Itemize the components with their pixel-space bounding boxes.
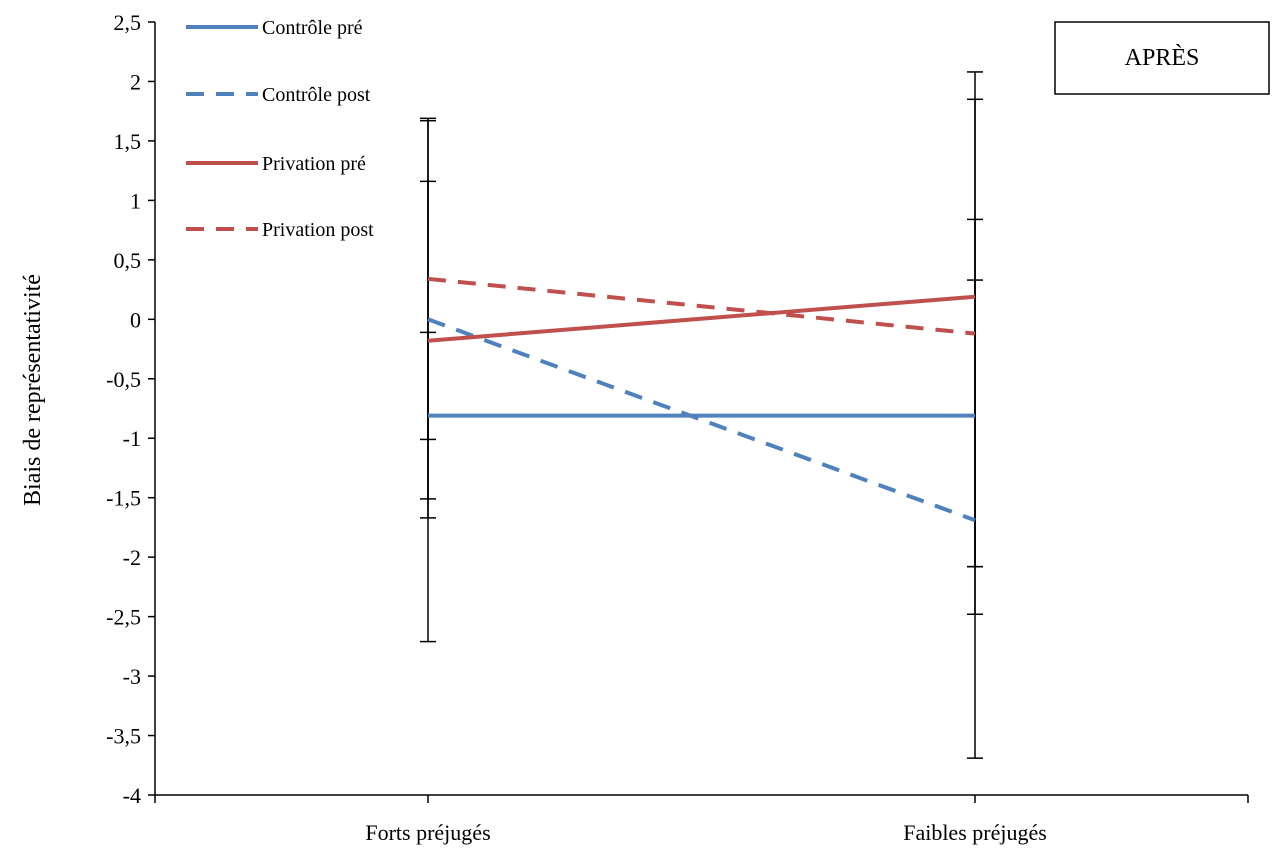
- y-tick-label: -2,5: [106, 605, 141, 630]
- annotation-box: APRÈS: [1054, 21, 1270, 95]
- legend-label: Contrôle pré: [262, 17, 363, 39]
- series-lines: [427, 276, 976, 523]
- y-tick-label: 1,5: [114, 129, 142, 154]
- y-tick-label: -1: [123, 426, 141, 451]
- series-line-4: [427, 276, 976, 336]
- x-tick-label: Faibles préjugés: [903, 820, 1047, 845]
- legend-label: Contrôle post: [262, 84, 371, 106]
- y-tick-label: -1,5: [106, 486, 141, 511]
- y-tick-label: 1: [130, 188, 141, 213]
- y-tick-label: 2,5: [114, 10, 142, 35]
- y-tick-label: 0,5: [114, 248, 142, 273]
- legend-label: Privation post: [262, 219, 374, 241]
- legend: Contrôle pré Contrôle post Privation pré Pr…: [186, 17, 374, 241]
- legend-label: Privation pré: [262, 153, 366, 175]
- y-tick-label: -3,5: [106, 724, 141, 749]
- y-tick-label: 0: [130, 307, 141, 332]
- y-axis-title: Biais de représentativité: [20, 274, 46, 506]
- y-tick-label: -2: [123, 545, 141, 570]
- series-line-2: [427, 317, 976, 523]
- y-tick-label: 2: [130, 69, 141, 94]
- x-tick-label: Forts préjugés: [365, 820, 490, 845]
- axes: 2,5 2 1,5 1 0,5 0 -0,5 -1 -1,5 -2 -2,5 -3 -3,5 -4 Fort…: [106, 10, 1249, 845]
- y-tick-label: -0,5: [106, 367, 141, 392]
- y-tick-label: -4: [123, 783, 141, 808]
- annotation-frame: [1054, 21, 1270, 95]
- y-tick-label: -3: [123, 664, 141, 689]
- annotation-label: APRÈS: [1125, 45, 1200, 71]
- series-line-3: [427, 294, 976, 343]
